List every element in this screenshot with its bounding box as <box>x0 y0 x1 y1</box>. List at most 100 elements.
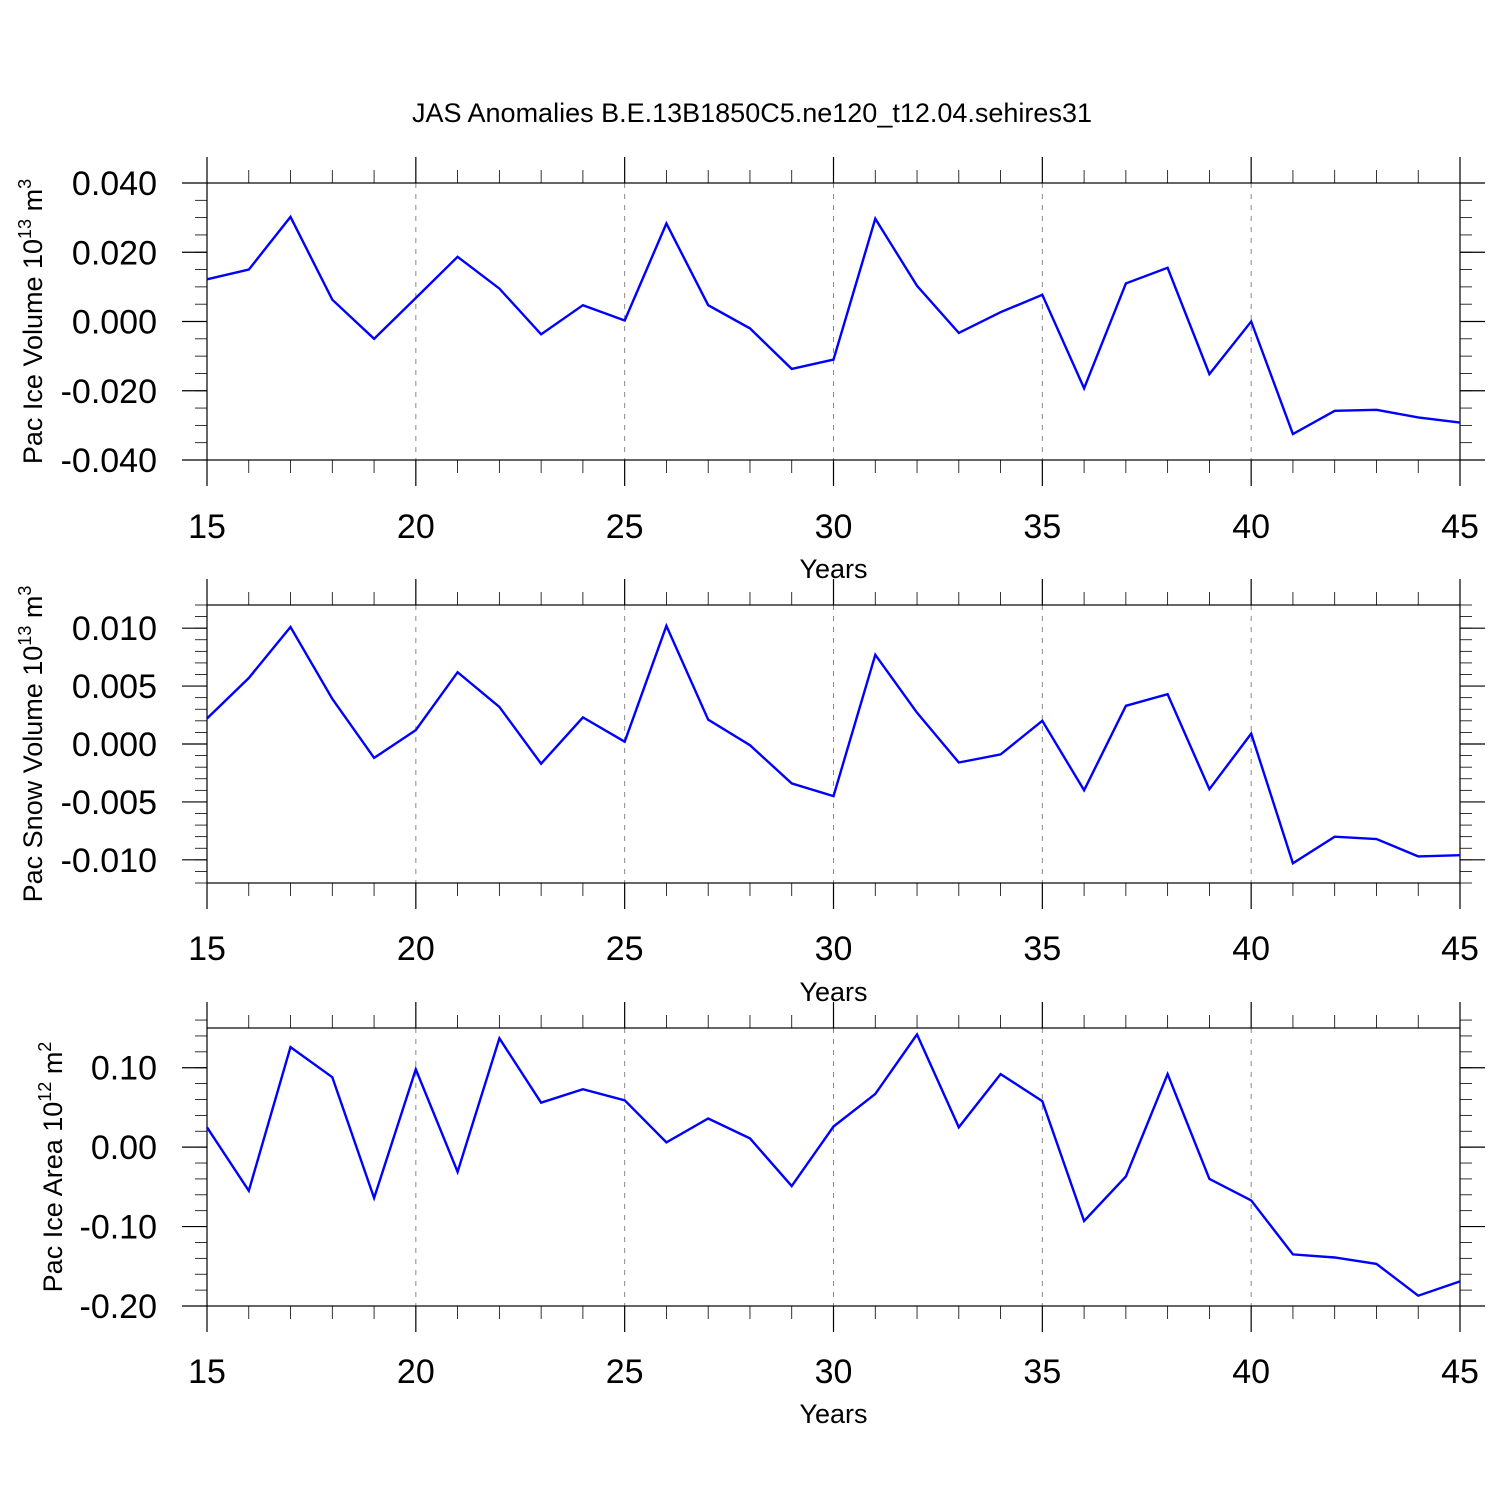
data-point <box>455 1169 461 1175</box>
data-point <box>705 1116 711 1122</box>
data-point <box>455 254 461 260</box>
data-point <box>538 761 544 767</box>
data-point <box>1123 280 1129 286</box>
data-point <box>747 742 753 748</box>
series-line <box>206 622 1461 866</box>
panel-3: 15 20 25 30 35 40 45 -0.20 -0.10 0.00 0.10 Years Pac… <box>35 1002 1485 1429</box>
y-tick-label: 0.005 <box>72 668 157 706</box>
data-point <box>1206 371 1212 377</box>
data-point <box>747 325 753 331</box>
data-point <box>1123 703 1129 709</box>
data-point <box>1332 834 1338 840</box>
y-tick-label: 0.040 <box>72 165 157 203</box>
y-tick-label: 0.00 <box>91 1129 157 1167</box>
y-tick-label: -0.10 <box>80 1209 158 1247</box>
data-point <box>663 1139 669 1145</box>
data-point <box>998 1071 1004 1077</box>
data-point <box>1373 407 1379 413</box>
x-tick-label: 45 <box>1441 508 1479 546</box>
data-point <box>1123 1174 1129 1180</box>
data-point <box>1457 1278 1463 1284</box>
x-tick-label: 20 <box>397 508 435 546</box>
data-point <box>831 1123 837 1129</box>
x-tick-label: 35 <box>1023 1353 1061 1391</box>
data-point <box>496 704 502 710</box>
data-point <box>998 309 1004 315</box>
x-tick-label: 15 <box>188 508 226 546</box>
data-point <box>1081 385 1087 391</box>
x-tick-label: 20 <box>397 930 435 968</box>
data-point <box>914 283 920 289</box>
data-point <box>580 1086 586 1092</box>
data-point <box>246 1188 252 1194</box>
data-point <box>246 267 252 273</box>
series-line <box>205 1031 1461 1298</box>
x-tick-label: 30 <box>815 930 853 968</box>
data-point <box>1248 731 1254 737</box>
data-point <box>872 1091 878 1097</box>
data-point <box>329 696 335 702</box>
chart-title: JAS Anomalies B.E.13B1850C5.ne120_t12.04… <box>412 98 1092 128</box>
data-point <box>1248 319 1254 325</box>
data-point <box>956 760 962 766</box>
data-point <box>288 1044 294 1050</box>
data-point <box>1415 414 1421 420</box>
data-point <box>1373 1261 1379 1267</box>
y-tick-label: -0.005 <box>61 784 157 822</box>
data-point <box>1206 786 1212 792</box>
data-point <box>413 295 419 301</box>
data-point <box>622 1097 628 1103</box>
data-point <box>204 276 210 282</box>
data-point <box>914 1031 920 1037</box>
data-point <box>705 717 711 723</box>
x-tick-label: 45 <box>1441 1353 1479 1391</box>
x-tick-label: 20 <box>397 1353 435 1391</box>
data-point <box>371 755 377 761</box>
data-point <box>1081 787 1087 793</box>
y-tick-label: -0.040 <box>61 442 157 480</box>
data-point <box>1457 852 1463 858</box>
data-point <box>413 1066 419 1072</box>
data-point <box>538 1100 544 1106</box>
data-point <box>371 336 377 342</box>
x-tick-label: 15 <box>188 1353 226 1391</box>
data-point <box>1373 836 1379 842</box>
data-point <box>831 357 837 363</box>
data-point <box>580 714 586 720</box>
data-point <box>622 739 628 745</box>
data-point <box>496 286 502 292</box>
data-point <box>663 623 669 629</box>
data-point <box>1165 691 1171 697</box>
y-tick-label: 0.10 <box>91 1050 157 1088</box>
data-point <box>872 652 878 658</box>
x-tick-label: 30 <box>815 1353 853 1391</box>
data-point <box>622 317 628 323</box>
y-tick-label: -0.020 <box>61 373 157 411</box>
x-tick-label: 40 <box>1232 1353 1270 1391</box>
data-point <box>455 669 461 675</box>
data-point <box>872 216 878 222</box>
y-tick-label: 0.000 <box>72 726 157 764</box>
y-tick-label: 0.000 <box>72 304 157 342</box>
plot-frame <box>206 1027 1461 1307</box>
x-tick-label: 40 <box>1232 930 1270 968</box>
chart-panels: 15 20 25 30 35 40 45 -0.040 -0.020 0.000 0.020 0.04… <box>15 157 1485 1429</box>
x-tick-label: 35 <box>1023 930 1061 968</box>
data-point <box>914 710 920 716</box>
data-point <box>288 214 294 220</box>
data-point <box>1415 1293 1421 1299</box>
data-point <box>413 727 419 733</box>
data-point <box>1290 860 1296 866</box>
y-tick-label: -0.20 <box>80 1288 158 1326</box>
x-tick-label: 35 <box>1023 508 1061 546</box>
data-point <box>371 1195 377 1201</box>
panel-1: 15 20 25 30 35 40 45 -0.040 -0.020 0.000 0.020 0.04… <box>15 157 1485 584</box>
y-tick-label: -0.010 <box>61 842 157 880</box>
data-point <box>1039 1098 1045 1104</box>
data-point <box>663 221 669 227</box>
data-point <box>789 1183 795 1189</box>
x-tick-label: 25 <box>606 930 644 968</box>
data-point <box>1206 1176 1212 1182</box>
data-point <box>1165 1071 1171 1077</box>
data-point <box>204 716 210 722</box>
